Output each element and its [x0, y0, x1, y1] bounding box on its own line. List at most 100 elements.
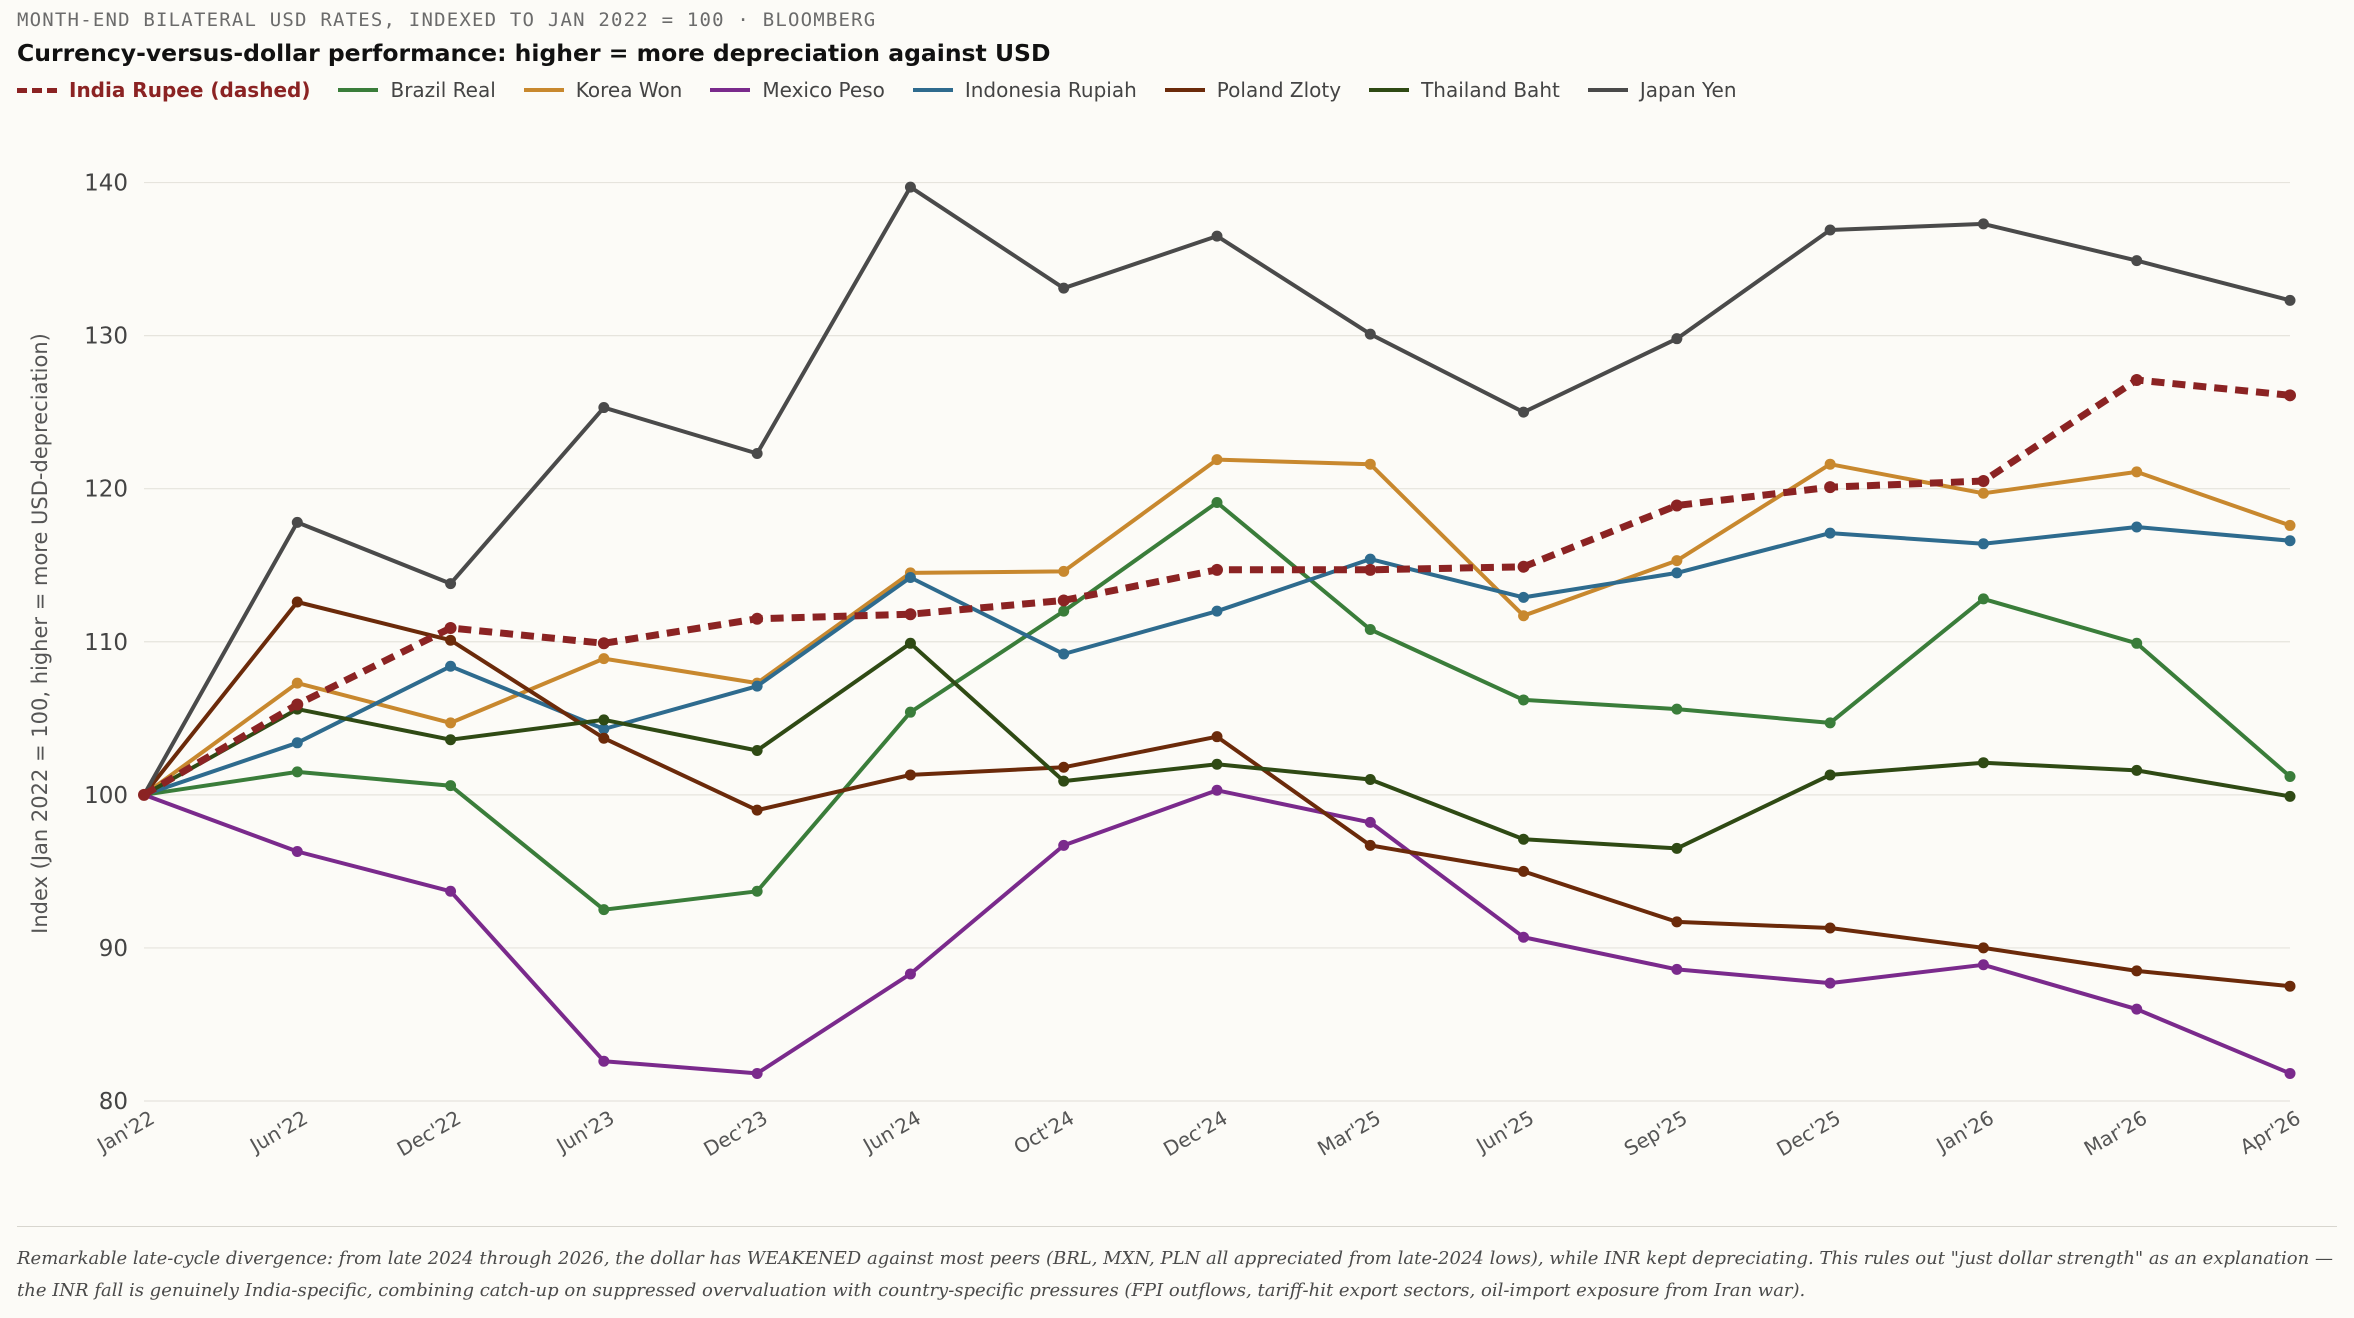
data-point	[1518, 833, 1530, 845]
x-tick-label: Mar'26	[2080, 1106, 2151, 1161]
data-point	[2284, 519, 2296, 531]
legend-swatch	[912, 88, 953, 92]
series-indonesia-rupiah	[138, 521, 2296, 801]
data-point	[751, 612, 764, 625]
data-point	[1977, 538, 1989, 550]
data-point	[751, 744, 763, 756]
x-tick-label: Jan'26	[1931, 1106, 1998, 1159]
series-brazil-real	[138, 496, 2296, 916]
data-point	[1517, 560, 1530, 573]
data-point	[598, 653, 610, 665]
data-point	[598, 904, 610, 916]
data-point	[1364, 328, 1376, 340]
data-point	[445, 734, 457, 746]
data-point	[904, 608, 917, 621]
data-point	[2284, 980, 2296, 992]
data-point	[1058, 565, 1070, 577]
data-point	[1824, 527, 1836, 539]
data-point	[445, 578, 457, 590]
x-tick-label: Dec'25	[1772, 1106, 1844, 1162]
data-point	[1824, 922, 1836, 934]
data-point	[1671, 963, 1683, 975]
data-point	[1364, 624, 1376, 636]
x-tick-label: Dec'23	[699, 1106, 771, 1162]
x-tick-label: Jun'24	[857, 1106, 925, 1159]
data-point	[1211, 563, 1223, 576]
data-point	[1670, 499, 1683, 512]
x-tick-label: Dec'22	[393, 1106, 465, 1162]
data-point	[1977, 757, 1989, 769]
data-point	[291, 698, 304, 711]
data-point	[1518, 610, 1530, 622]
data-point	[751, 1067, 763, 1079]
legend-swatch	[710, 88, 751, 92]
data-point	[1518, 591, 1530, 603]
x-tick-label: Sep'25	[1620, 1106, 1691, 1161]
y-tick-label: 140	[84, 171, 128, 197]
data-point	[1671, 703, 1683, 715]
data-point	[1058, 648, 1070, 660]
data-point	[445, 885, 457, 897]
data-point	[1057, 594, 1070, 607]
data-point	[1364, 774, 1376, 786]
data-point	[1977, 959, 1989, 971]
data-point	[291, 845, 303, 857]
data-point	[291, 596, 303, 608]
data-point	[2284, 790, 2296, 802]
chart-kicker: MONTH-END BILATERAL USD RATES, INDEXED T…	[17, 9, 877, 31]
data-point	[1518, 865, 1530, 877]
data-point	[1211, 496, 1223, 508]
legend-label: Thailand Baht	[1421, 78, 1560, 102]
chart-title: Currency-versus-dollar performance: high…	[17, 39, 1051, 67]
y-tick-label: 100	[84, 783, 128, 809]
data-point	[1824, 977, 1836, 989]
x-tick-label: Mar'25	[1313, 1106, 1384, 1161]
data-point	[2284, 389, 2296, 402]
legend-swatch	[17, 87, 57, 93]
data-point	[1058, 839, 1070, 851]
y-tick-label: 120	[84, 477, 128, 503]
data-point	[1364, 458, 1376, 470]
data-point	[751, 885, 763, 897]
data-point	[1824, 769, 1836, 781]
data-point	[1058, 761, 1070, 773]
legend-swatch	[1164, 88, 1205, 92]
legend-item-japan-yen: Japan Yen	[1587, 78, 1737, 102]
legend-item-korea-won: Korea Won	[523, 78, 682, 102]
data-point	[445, 660, 457, 672]
y-tick-label: 130	[84, 324, 128, 350]
legend-swatch	[1587, 88, 1628, 92]
data-point	[291, 677, 303, 689]
data-point	[598, 1055, 610, 1067]
data-point	[1977, 942, 1989, 954]
data-point	[1518, 694, 1530, 706]
data-point	[444, 621, 457, 634]
data-point	[1211, 731, 1223, 743]
legend-item-brazil-real: Brazil Real	[338, 78, 496, 102]
x-tick-label: Jun'25	[1470, 1106, 1538, 1159]
data-point	[751, 447, 763, 459]
data-point	[2284, 535, 2296, 547]
data-point	[1977, 475, 1990, 488]
data-point	[2130, 374, 2143, 387]
data-point	[904, 769, 916, 781]
data-point	[1211, 454, 1223, 466]
data-point	[2131, 255, 2143, 267]
x-tick-label: Oct'24	[1009, 1106, 1078, 1160]
data-point	[1364, 563, 1377, 576]
data-point	[445, 634, 457, 646]
legend-label: India Rupee (dashed)	[69, 78, 311, 102]
data-point	[904, 637, 916, 649]
data-point	[1977, 593, 1989, 605]
data-point	[598, 402, 610, 414]
data-point	[597, 637, 610, 650]
y-tick-label: 80	[99, 1089, 128, 1115]
x-tick-label: Apr'26	[2236, 1106, 2305, 1160]
data-point	[1364, 553, 1376, 565]
data-point	[1824, 224, 1836, 236]
y-tick-label: 110	[84, 630, 128, 656]
data-point	[1671, 916, 1683, 928]
data-point	[1211, 605, 1223, 617]
data-point	[1058, 282, 1070, 294]
